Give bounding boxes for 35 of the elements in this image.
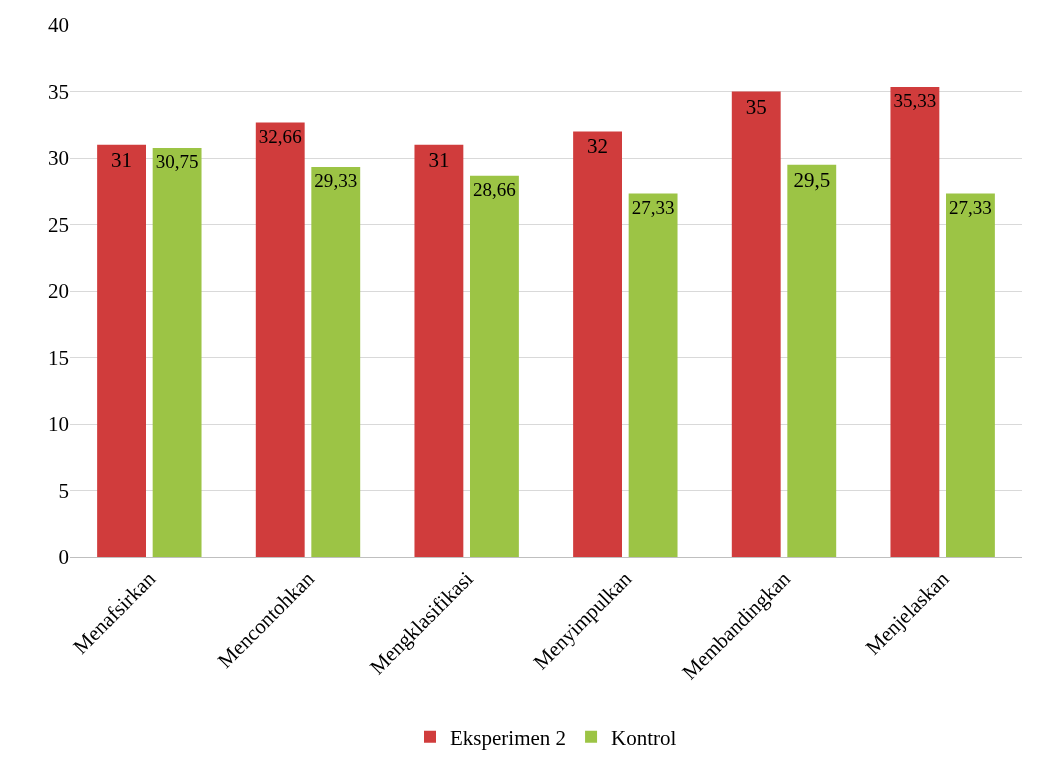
bar [414, 144, 464, 557]
data-label: 35,33 [893, 90, 937, 112]
y-tick-label: 15 [48, 345, 69, 370]
y-tick-label: 35 [48, 79, 69, 104]
bar [152, 148, 202, 557]
data-label: 30,75 [155, 151, 199, 173]
bar [731, 91, 781, 557]
bar [470, 175, 519, 557]
data-label: 32 [587, 134, 609, 159]
bar [97, 144, 146, 557]
bar [573, 131, 622, 557]
bar [255, 122, 305, 557]
y-tick-label: 0 [58, 545, 69, 570]
y-tick-label: 40 [48, 13, 69, 38]
y-tick-label: 20 [48, 279, 69, 304]
bar [311, 166, 361, 557]
y-tick-label: 10 [48, 412, 69, 437]
data-label: 27,33 [949, 196, 992, 218]
data-label: 27,33 [631, 196, 675, 218]
data-label: 32,66 [258, 125, 302, 147]
y-tick-label: 25 [48, 212, 69, 237]
data-label: 35 [745, 94, 767, 119]
y-tick-label: 5 [58, 478, 69, 503]
data-label: 31 [111, 147, 133, 172]
y-tick-label: 30 [48, 146, 69, 171]
bar [628, 193, 678, 557]
legend-label: Eksperimen 2 [450, 725, 567, 750]
data-label: 29,5 [793, 167, 831, 192]
data-label: 31 [428, 147, 450, 172]
data-label: 28,66 [473, 179, 516, 201]
bar [890, 87, 940, 557]
bar [787, 164, 837, 557]
bar [946, 193, 995, 557]
data-label: 29,33 [314, 170, 358, 192]
legend-label: Kontrol [611, 725, 677, 750]
